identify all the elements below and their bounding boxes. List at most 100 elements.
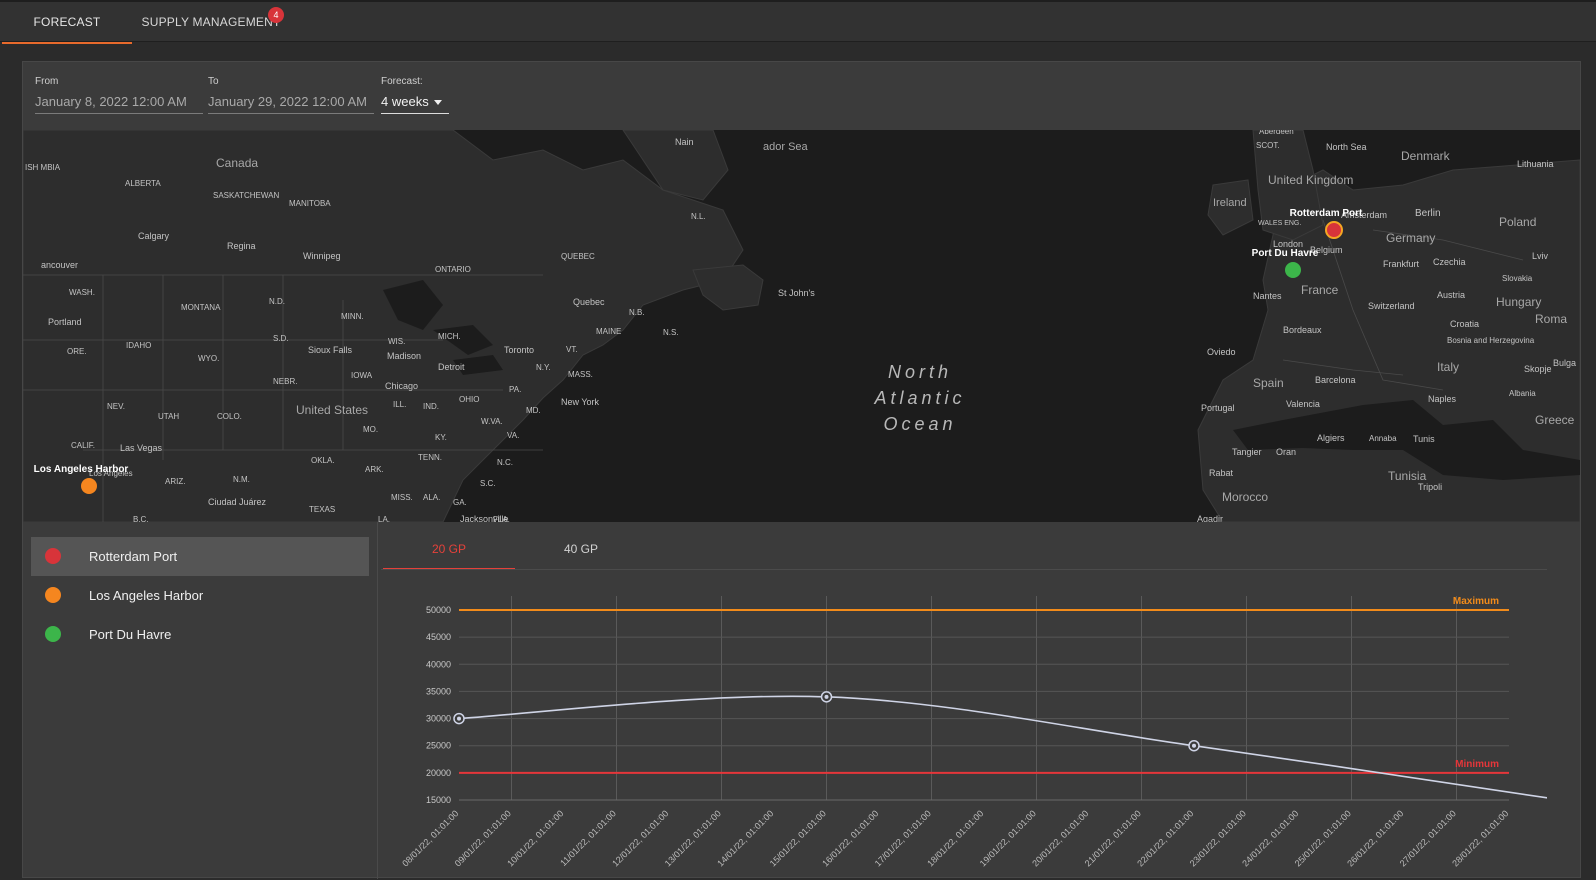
map-place-label: Czechia bbox=[1433, 257, 1466, 267]
border-lines bbox=[23, 219, 1524, 522]
map-place-label: Algiers bbox=[1317, 433, 1345, 443]
map-place-label: ancouver bbox=[41, 260, 78, 270]
forecast-value[interactable]: 4 weeks bbox=[381, 94, 449, 114]
marker-havre-label: Port Du Havre bbox=[1252, 248, 1319, 259]
map-place-label: MD. bbox=[526, 406, 541, 415]
map-place-label: Belgium bbox=[1310, 245, 1343, 255]
map-place-label: Tunis bbox=[1413, 434, 1435, 444]
from-date-field[interactable]: From January 8, 2022 12:00 AM bbox=[35, 76, 203, 114]
map-place-label: Portland bbox=[48, 317, 82, 327]
map-place-label: Greece bbox=[1535, 413, 1575, 427]
map-place-label: KY. bbox=[435, 433, 447, 442]
tab-supply-management[interactable]: SUPPLY MANAGEMENT bbox=[141, 15, 281, 29]
map-place-label: Sioux Falls bbox=[308, 345, 353, 355]
port-name: Rotterdam Port bbox=[89, 549, 178, 564]
y-tick-label: 25000 bbox=[426, 741, 451, 751]
map-place-label: Lithuania bbox=[1517, 159, 1554, 169]
map-place-label: ador Sea bbox=[763, 141, 809, 153]
tab-20gp[interactable]: 20 GP bbox=[383, 530, 515, 570]
y-tick-label: 50000 bbox=[426, 605, 451, 615]
port-item-los-angeles[interactable]: Los Angeles Harbor bbox=[31, 576, 369, 615]
map-place-label: Frankfurt bbox=[1383, 259, 1420, 269]
map-place-label: N.S. bbox=[663, 328, 679, 337]
map-place-label: Denmark bbox=[1401, 149, 1451, 163]
map-place-label: WIS. bbox=[388, 337, 405, 346]
forecast-select[interactable]: Forecast: 4 weeks bbox=[381, 76, 449, 114]
map-place-label: FLA. bbox=[493, 515, 510, 522]
map-place-label: Portugal bbox=[1201, 403, 1235, 413]
map-place-label: Bulga bbox=[1553, 358, 1576, 368]
map-place-label: SASKATCHEWAN bbox=[213, 191, 279, 200]
map-place-label: Ciudad Juárez bbox=[208, 497, 267, 507]
tab-40gp[interactable]: 40 GP bbox=[563, 542, 599, 556]
to-label: To bbox=[208, 76, 219, 87]
notification-badge: 4 bbox=[268, 7, 284, 23]
north-america-land bbox=[23, 130, 744, 522]
map-place-label: Morocco bbox=[1222, 490, 1268, 504]
map-place-label: MICH. bbox=[438, 332, 461, 341]
x-tick-label: 15/01/22, 01:01:00 bbox=[768, 808, 828, 868]
map-place-label: IDAHO bbox=[126, 341, 151, 350]
map-place-label: N.D. bbox=[269, 297, 285, 306]
map-place-label: Bosnia and Herzegovina bbox=[1447, 336, 1535, 345]
map-place-label: Poland bbox=[1499, 215, 1536, 229]
x-tick-label: 08/01/22, 01:01:00 bbox=[400, 808, 460, 868]
to-value[interactable]: January 29, 2022 12:00 AM bbox=[208, 94, 374, 114]
map-place-label: Nain bbox=[675, 137, 694, 147]
map-place-label: Germany bbox=[1386, 231, 1435, 245]
map-place-label: Winnipeg bbox=[303, 251, 341, 261]
map-place-label: Annaba bbox=[1369, 434, 1397, 443]
map-view[interactable]: North Atlantic Ocean Canada ALBERTA SASKAT… bbox=[23, 130, 1580, 522]
great-lakes bbox=[383, 280, 503, 375]
map-place-label: ALA. bbox=[423, 493, 440, 502]
from-value[interactable]: January 8, 2022 12:00 AM bbox=[35, 94, 203, 114]
marker-rotterdam[interactable]: Rotterdam Port bbox=[1290, 208, 1363, 239]
map-place-label: Tangier bbox=[1232, 447, 1262, 457]
x-tick-label: 20/01/22, 01:01:00 bbox=[1030, 808, 1090, 868]
filter-bar: From January 8, 2022 12:00 AM To January… bbox=[23, 62, 1580, 130]
marker-havre[interactable]: Port Du Havre bbox=[1252, 248, 1319, 278]
data-point-center bbox=[824, 694, 829, 699]
map-place-label: Roma bbox=[1535, 312, 1567, 326]
map-place-label: COLO. bbox=[217, 412, 242, 421]
port-item-havre[interactable]: Port Du Havre bbox=[31, 615, 369, 654]
marker-rotterdam-label: Rotterdam Port bbox=[1290, 208, 1363, 219]
map-place-label: UTAH bbox=[158, 412, 179, 421]
x-tick-label: 14/01/22, 01:01:00 bbox=[715, 808, 775, 868]
uk-land bbox=[1252, 130, 1324, 241]
tab-forecast[interactable]: FORECAST bbox=[2, 2, 132, 44]
map-canvas: North Atlantic Ocean Canada ALBERTA SASKAT… bbox=[23, 130, 1580, 522]
map-place-label: VA. bbox=[507, 431, 519, 440]
map-place-label: Regina bbox=[227, 241, 256, 251]
map-place-label: NEBR. bbox=[273, 377, 297, 386]
map-place-label: Calgary bbox=[138, 231, 170, 241]
map-place-label: SCOT. bbox=[1256, 141, 1280, 150]
map-place-label: IOWA bbox=[351, 371, 373, 380]
map-place-label: MINN. bbox=[341, 312, 364, 321]
data-point-center bbox=[1192, 743, 1196, 748]
map-place-label: Canada bbox=[216, 156, 258, 170]
map-place-label: N.L. bbox=[691, 212, 706, 221]
map-place-label: NEV. bbox=[107, 402, 125, 411]
map-place-label: ONTARIO bbox=[435, 265, 471, 274]
series-line bbox=[458, 695, 1547, 799]
map-place-label: S.D. bbox=[273, 334, 289, 343]
map-place-label: OHIO bbox=[459, 395, 479, 404]
tab-divider bbox=[381, 569, 1547, 570]
map-place-label: Tunisia bbox=[1388, 469, 1427, 483]
x-tick-label: 18/01/22, 01:01:00 bbox=[925, 808, 985, 868]
port-item-rotterdam[interactable]: Rotterdam Port bbox=[31, 537, 369, 576]
map-place-label: W.VA. bbox=[481, 417, 503, 426]
labrador-land bbox=[622, 130, 729, 201]
map-place-label: Skopje bbox=[1524, 364, 1552, 374]
marker-los-angeles[interactable]: Los Angeles Harbor bbox=[34, 464, 129, 494]
map-place-label: WALES ENG. bbox=[1258, 220, 1301, 227]
to-date-field[interactable]: To January 29, 2022 12:00 AM bbox=[208, 76, 374, 114]
x-tick-label: 22/01/22, 01:01:00 bbox=[1135, 808, 1195, 868]
x-tick-label: 12/01/22, 01:01:00 bbox=[610, 808, 670, 868]
x-tick-label: 13/01/22, 01:01:00 bbox=[663, 808, 723, 868]
map-place-label: GA. bbox=[453, 498, 467, 507]
map-place-label: London bbox=[1273, 239, 1303, 249]
map-place-label: Tripoli bbox=[1418, 482, 1442, 492]
port-list: Rotterdam Port Los Angeles Harbor Port D… bbox=[23, 522, 378, 879]
